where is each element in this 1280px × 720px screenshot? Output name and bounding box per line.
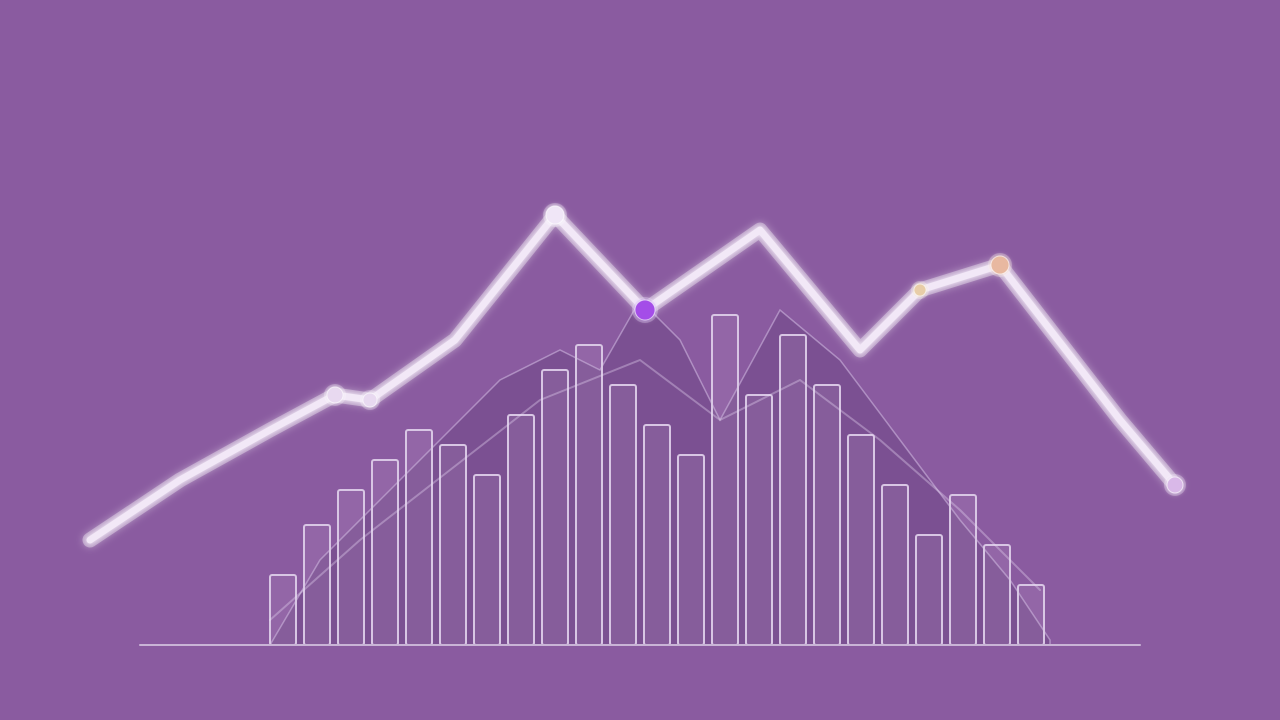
bar [678, 455, 704, 645]
marker-dot [363, 393, 377, 407]
bar [916, 535, 942, 645]
chart-container [0, 0, 1280, 720]
bar [542, 370, 568, 645]
combined-chart [0, 0, 1280, 720]
bar [814, 385, 840, 645]
bar [746, 395, 772, 645]
bar [508, 415, 534, 645]
bar [712, 315, 738, 645]
bar [1018, 585, 1044, 645]
bar [406, 430, 432, 645]
bar [372, 460, 398, 645]
bar [270, 575, 296, 645]
bar [882, 485, 908, 645]
marker-dot [635, 300, 655, 320]
bar [338, 490, 364, 645]
bar [474, 475, 500, 645]
marker-dot [1167, 477, 1183, 493]
bar [848, 435, 874, 645]
bar [984, 545, 1010, 645]
bar [644, 425, 670, 645]
marker-dot [546, 206, 564, 224]
bar [576, 345, 602, 645]
bar [950, 495, 976, 645]
marker-dot [327, 387, 343, 403]
bar [610, 385, 636, 645]
marker-dot [914, 284, 926, 296]
marker-dot [991, 256, 1009, 274]
